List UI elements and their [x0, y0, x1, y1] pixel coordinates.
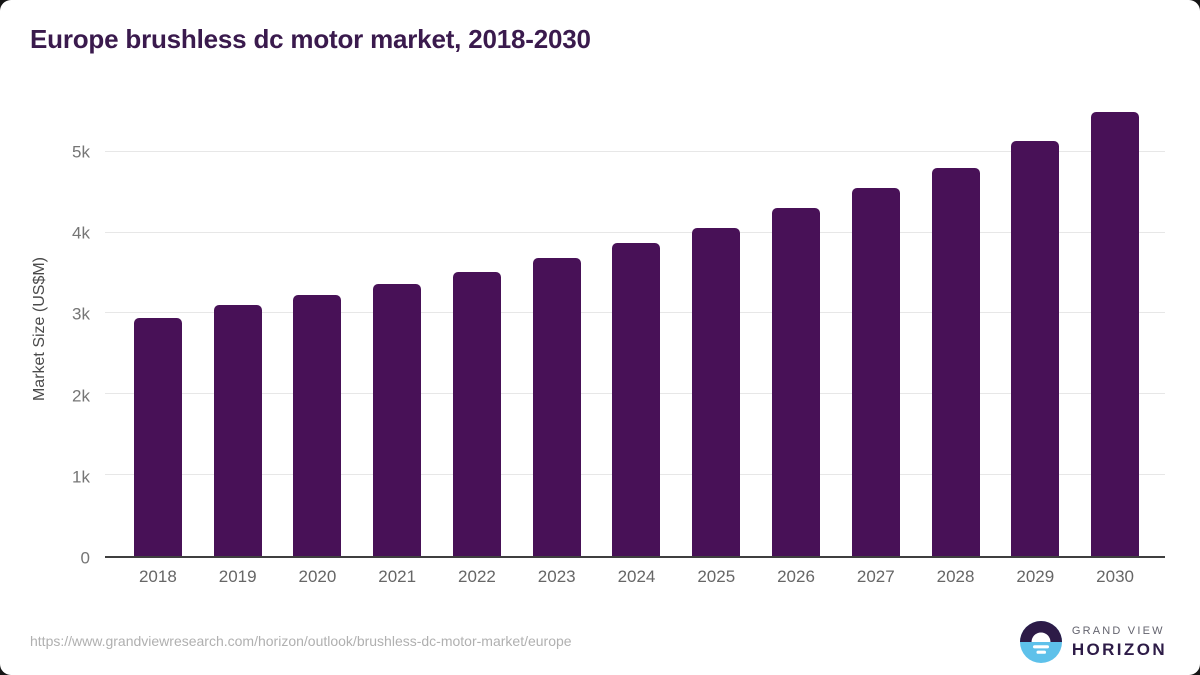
bar-2028[interactable]: [931, 167, 980, 556]
x-tick-label-2021: 2021: [378, 567, 417, 586]
x-tick-labels: 2018 2019 2020 2021 2022 2023 2024 2025 2026 2027…: [105, 567, 1165, 587]
bar-2029[interactable]: [1011, 141, 1060, 556]
bar-slot: [198, 100, 278, 556]
bar-2019[interactable]: [213, 305, 262, 556]
x-tick-label-2019: 2019: [218, 567, 257, 586]
x-tick-label-2023: 2023: [537, 567, 576, 586]
x-tick-label-2027: 2027: [856, 567, 895, 586]
bar-slot: [437, 100, 517, 556]
bar-slot: [995, 100, 1075, 556]
y-tick-labels: 0 1k 2k 3k 4k 5k: [0, 100, 90, 566]
bar-slot: [357, 100, 437, 556]
x-tick-label-2020: 2020: [298, 567, 337, 586]
y-tick-label-2k: 2k: [72, 386, 90, 406]
bar-2025[interactable]: [692, 227, 741, 556]
gridline: [105, 150, 1165, 152]
y-tick-label-1k: 1k: [72, 467, 90, 487]
bar-slot: [517, 100, 597, 556]
logo-text-horizon: HORIZON: [1071, 639, 1167, 659]
logo-text: GRAND VIEW HORIZON: [1072, 625, 1167, 660]
x-tick-label-2029: 2029: [1016, 567, 1055, 586]
source-url: https://www.grandviewresearch.com/horizo…: [30, 633, 572, 649]
bar-2018[interactable]: [133, 317, 182, 556]
x-tick-label-2024: 2024: [617, 567, 656, 586]
bars: [105, 100, 1165, 556]
logo-text-grand-view: GRAND VIEW: [1071, 624, 1165, 637]
x-tick-label-2018: 2018: [138, 567, 177, 586]
bar-2026[interactable]: [772, 208, 820, 556]
y-tick-label-5k: 5k: [72, 142, 90, 162]
x-tick-label-2028: 2028: [936, 567, 975, 586]
y-tick-label-4k: 4k: [72, 223, 90, 243]
bar-slot: [756, 100, 836, 556]
bar-slot: [278, 100, 358, 556]
plot-area: [105, 100, 1165, 558]
x-tick-label-2030: 2030: [1096, 567, 1134, 586]
x-tick-label-2022: 2022: [458, 567, 496, 586]
bar-2027[interactable]: [851, 188, 900, 556]
bar-2024[interactable]: [612, 243, 661, 556]
bar-2022[interactable]: [452, 272, 501, 556]
grandview-horizon-logo: GRAND VIEW HORIZON: [1019, 620, 1167, 664]
bar-slot: [836, 100, 916, 556]
bar-slot: [118, 100, 198, 556]
bar-slot: [916, 100, 996, 556]
bar-2030[interactable]: [1091, 112, 1140, 556]
bar-2021[interactable]: [373, 284, 422, 556]
y-tick-label-0: 0: [80, 548, 90, 568]
bar-slot: [676, 100, 756, 556]
x-tick-label-2025: 2025: [697, 567, 736, 586]
y-tick-label-3k: 3k: [72, 304, 90, 324]
x-tick-label-2026: 2026: [777, 567, 815, 586]
bar-2023[interactable]: [532, 257, 581, 556]
bar-slot: [1075, 100, 1155, 556]
horizon-sun-logo-icon: [1019, 620, 1063, 664]
gridline: [105, 231, 1165, 233]
chart-title: Europe brushless dc motor market, 2018-2…: [30, 24, 591, 54]
bar-slot: [597, 100, 677, 556]
bar-2020[interactable]: [293, 294, 342, 556]
